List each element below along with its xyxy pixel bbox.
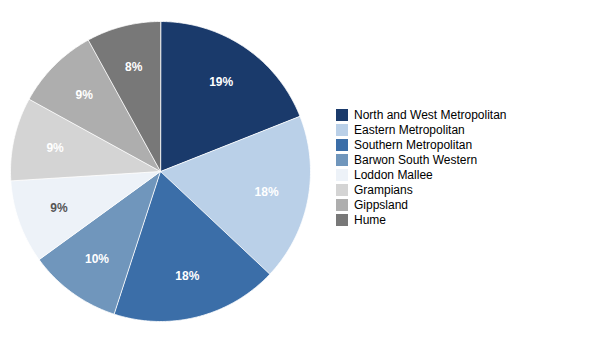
svg-text:9%: 9% (75, 87, 93, 101)
html-text:Grampians: Grampians (354, 182, 413, 197)
svg-text:8%: 8% (125, 59, 143, 73)
html-text:Eastern Metropolitan: Eastern Metropolitan (354, 122, 465, 137)
svg-text:18%: 18% (175, 268, 199, 282)
html-text:Barwon South Western: Barwon South Western (354, 152, 478, 167)
svg-text:18%: 18% (255, 184, 279, 198)
svg-text:9%: 9% (50, 200, 68, 214)
html-text:North and West Metropolitan: North and West Metropolitan (354, 107, 507, 122)
svg-text:19%: 19% (209, 75, 233, 89)
html-text:Hume: Hume (354, 212, 386, 227)
html-text:Southern Metropolitan: Southern Metropolitan (354, 137, 473, 152)
svg-text:10%: 10% (85, 251, 109, 265)
svg-text:9%: 9% (46, 140, 64, 154)
html-text:Gippsland: Gippsland (354, 197, 408, 212)
html-text:Loddon Mallee: Loddon Mallee (354, 167, 433, 182)
